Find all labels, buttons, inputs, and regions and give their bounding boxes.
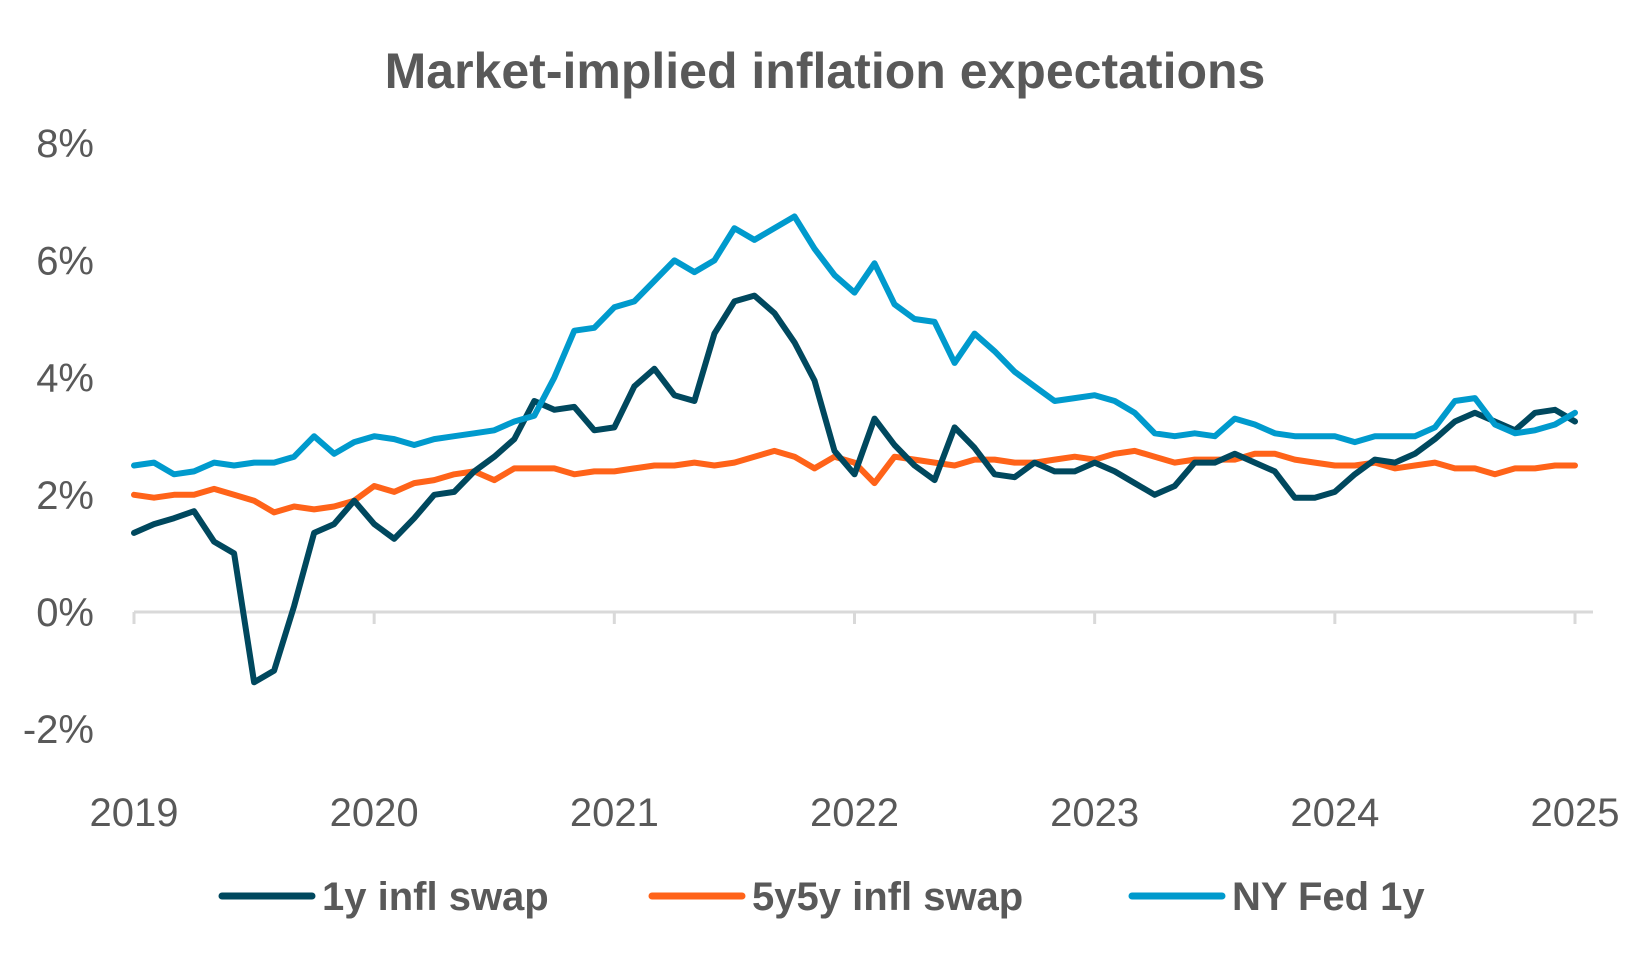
y-tick-label: 4% [36,357,94,401]
x-tick-label: 2020 [330,791,419,835]
y-tick-label: 6% [36,239,94,283]
x-tick-label: 2022 [810,791,899,835]
legend-item: 1y infl swap [218,875,549,919]
legend-item: 5y5y infl swap [648,875,1023,919]
x-axis-ticks: 2019 2020 2021 2022 2023 2024 2025 [90,612,1620,835]
y-tick-label: 8% [36,122,94,166]
x-tick-label: 2021 [570,791,659,835]
y-axis-labels: -2% 0% 2% 4% 6% 8% [23,122,94,752]
series-line-5y5y-infl-swap [131,447,1578,516]
x-tick-label: 2019 [90,791,179,835]
legend-label: NY Fed 1y [1232,875,1425,919]
legend: 1y infl swap 5y5y infl swap NY Fed 1y [218,875,1425,919]
series-lines [131,213,1578,686]
y-tick-label: -2% [23,708,94,752]
y-tick-label: 2% [36,474,94,518]
legend-item: NY Fed 1y [1128,875,1425,919]
x-tick-label: 2025 [1531,791,1620,835]
x-tick-label: 2023 [1050,791,1139,835]
legend-label: 1y infl swap [322,875,549,919]
chart-title: Market-implied inflation expectations [385,43,1266,99]
series-line-1y-infl-swap [131,292,1578,686]
legend-label: 5y5y infl swap [752,875,1023,919]
series-line-ny-fed-1y [131,213,1578,478]
y-tick-label: 0% [36,591,94,635]
x-tick-label: 2024 [1290,791,1379,835]
